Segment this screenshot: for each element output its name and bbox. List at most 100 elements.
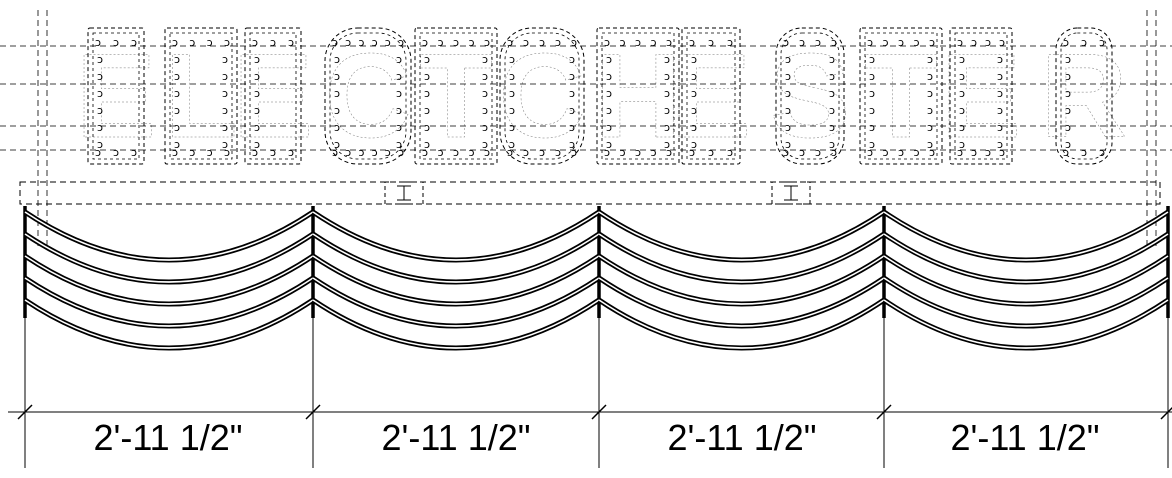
bulb-socket: ↄ <box>666 146 672 159</box>
bulb-socket: ↄ <box>785 53 791 66</box>
bulb-socket: ↄ <box>898 146 904 159</box>
letter-inner-outline <box>780 32 840 160</box>
bulb-socket: ↄ <box>927 104 933 117</box>
letter-outline <box>1055 27 1113 165</box>
bulb-socket: ↄ <box>437 146 443 159</box>
bulb-socket: ↄ <box>174 138 180 151</box>
letter-glyph: R <box>1041 29 1128 163</box>
bulb-socket: ↄ <box>453 36 459 49</box>
letter-inner-outline <box>686 32 736 160</box>
bulb-socket: ↄ <box>509 70 515 83</box>
bulb-socket: ↄ <box>424 87 430 100</box>
letter-outline <box>596 27 680 165</box>
awning-scallop-inner <box>598 277 885 327</box>
bulb-socket: ↄ <box>867 36 873 49</box>
bulb-socket: ↄ <box>1065 70 1071 83</box>
bulb-socket: ↄ <box>927 87 933 100</box>
letter-glyph: E <box>671 29 751 163</box>
bulb-socket: ↄ <box>539 146 545 159</box>
bulb-socket: ↄ <box>957 146 963 159</box>
bulb-socket: ↄ <box>985 146 991 159</box>
bulb-socket: ↄ <box>224 146 230 159</box>
bulb-socket: ↄ <box>1063 36 1069 49</box>
bulb-socket: ↄ <box>971 146 977 159</box>
letter-glyph: E <box>941 29 1021 163</box>
bulb-socket: ↄ <box>396 53 402 66</box>
letter-outline <box>87 27 145 165</box>
raceway-bracket <box>771 181 811 205</box>
bulb-socket: ↄ <box>482 87 488 100</box>
bulb-socket: ↄ <box>664 53 670 66</box>
bulb-socket: ↄ <box>927 138 933 151</box>
bulb-socket: ↄ <box>97 53 103 66</box>
bulb-socket: ↄ <box>422 146 428 159</box>
bulb-socket: ↄ <box>650 36 656 49</box>
bulb-socket: ↄ <box>869 87 875 100</box>
bulb-socket: ↄ <box>829 121 835 134</box>
bulb-socket: ↄ <box>799 36 805 49</box>
bulb-socket: ↄ <box>635 36 641 49</box>
awning-scallop-inner <box>883 299 1169 349</box>
bulb-socket: ↄ <box>424 121 430 134</box>
bulb-socket: ↄ <box>869 104 875 117</box>
bulb-socket: ↄ <box>113 146 119 159</box>
bulb-socket: ↄ <box>691 70 697 83</box>
bulb-socket: ↄ <box>288 146 294 159</box>
bulb-socket: ↄ <box>606 104 612 117</box>
bulb-socket: ↄ <box>606 138 612 151</box>
awning-scallop-inner <box>598 255 885 305</box>
bulb-socket: ↄ <box>254 104 260 117</box>
awning-scallop-inner <box>312 277 600 327</box>
letter-inner-outline <box>169 32 233 160</box>
bulb-socket: ↄ <box>398 36 404 49</box>
bulb-socket: ↄ <box>689 36 695 49</box>
letter-inner-outline <box>601 32 675 160</box>
bulb-socket: ↄ <box>635 146 641 159</box>
bulb-socket: ↄ <box>664 138 670 151</box>
bulb-socket: ↄ <box>783 146 789 159</box>
bulb-socket: ↄ <box>222 53 228 66</box>
bulb-socket: ↄ <box>650 146 656 159</box>
bulb-socket: ↄ <box>1065 53 1071 66</box>
bulb-socket: ↄ <box>959 70 965 83</box>
bulb-socket: ↄ <box>453 146 459 159</box>
bulb-socket: ↄ <box>254 138 260 151</box>
bulb-socket: ↄ <box>222 121 228 134</box>
bulb-socket: ↄ <box>509 53 515 66</box>
letter-inner-outline <box>92 32 140 160</box>
letter-outline <box>164 27 238 165</box>
awning-scallop-inner <box>598 299 885 349</box>
dimension-tick <box>876 404 892 420</box>
bulb-socket: ↄ <box>207 36 213 49</box>
bulb-socket: ↄ <box>396 87 402 100</box>
awning-scallop-inner <box>883 211 1169 261</box>
bulb-socket: ↄ <box>664 104 670 117</box>
bulb-socket: ↄ <box>270 36 276 49</box>
letter-glyph: L <box>164 29 237 163</box>
bulb-socket: ↄ <box>1081 146 1087 159</box>
bulb-socket: ↄ <box>799 146 805 159</box>
bulb-socket: ↄ <box>484 146 490 159</box>
bulb-socket: ↄ <box>882 146 888 159</box>
bulb-socket: ↄ <box>689 146 695 159</box>
bulb-socket: ↄ <box>131 36 137 49</box>
bulb-socket: ↄ <box>484 36 490 49</box>
bulb-socket: ↄ <box>708 36 714 49</box>
awning-scallop-inner <box>312 299 600 349</box>
bulb-socket: ↄ <box>569 87 575 100</box>
letter-glyph: T <box>419 29 492 163</box>
bulb-socket: ↄ <box>468 36 474 49</box>
bulb-socket: ↄ <box>927 53 933 66</box>
letter-glyph: C <box>325 29 412 163</box>
bulb-socket: ↄ <box>334 104 340 117</box>
bulb-socket: ↄ <box>222 138 228 151</box>
bulb-socket: ↄ <box>606 87 612 100</box>
awning-scallop-inner <box>883 255 1169 305</box>
letter-outline <box>949 27 1013 165</box>
